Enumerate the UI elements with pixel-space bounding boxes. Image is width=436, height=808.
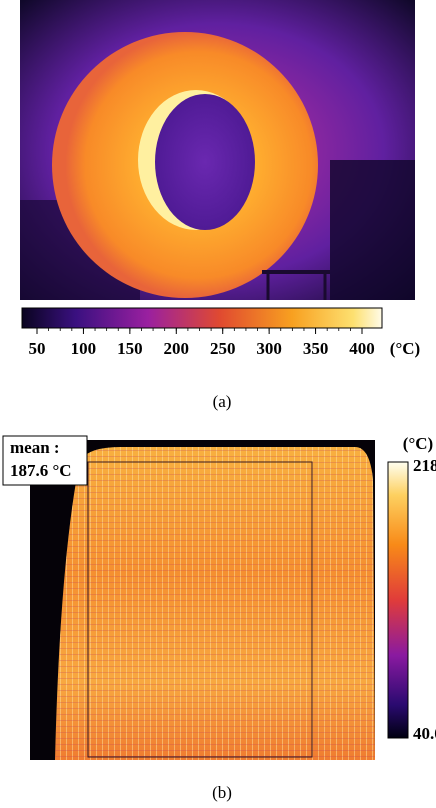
colorbar-a — [21, 307, 383, 329]
colorbar-a-tick-label: 250 — [210, 339, 236, 358]
caption-b: (b) — [212, 783, 232, 802]
mean-value: 187.6 °C — [10, 461, 72, 480]
mean-label: mean : — [10, 438, 60, 457]
colorbar-b — [387, 461, 409, 739]
colorbar-b-min: 40.0 — [413, 724, 436, 743]
colorbar-a-tick-label: 350 — [303, 339, 329, 358]
colorbar-a-tick-label: 400 — [349, 339, 375, 358]
colorbar-a-unit: (°C) — [390, 339, 420, 358]
caption-a: (a) — [213, 392, 232, 411]
colorbar-a-ticks: 50 100 150 200 250 300 350 400 — [29, 328, 375, 358]
colorbar-a-tick-label: 300 — [256, 339, 282, 358]
colorbar-b-unit: (°C) — [403, 434, 433, 453]
thermal-image-b — [30, 440, 375, 760]
thermal-image-a — [20, 0, 415, 300]
colorbar-a-tick-label: 200 — [164, 339, 190, 358]
colorbar-a-tick-label: 50 — [29, 339, 46, 358]
colorbar-b-max: 218.1 — [413, 456, 436, 475]
colorbar-a-tick-label: 100 — [71, 339, 97, 358]
colorbar-a-tick-label: 150 — [117, 339, 143, 358]
mean-box — [2, 435, 88, 486]
